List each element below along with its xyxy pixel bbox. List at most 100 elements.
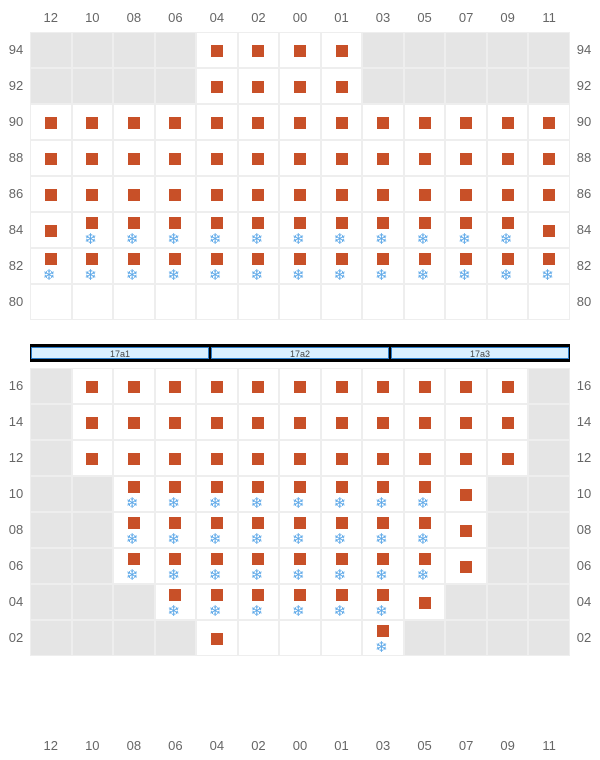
rack-cell[interactable]: ❄: [113, 548, 155, 584]
rack-cell[interactable]: [72, 404, 114, 440]
rack-cell[interactable]: [196, 176, 238, 212]
rack-cell[interactable]: [279, 104, 321, 140]
rack-cell[interactable]: ❄: [321, 584, 363, 620]
rack-cell[interactable]: [445, 368, 487, 404]
rack-cell[interactable]: [321, 284, 363, 320]
rack-cell[interactable]: [238, 620, 280, 656]
rack-cell[interactable]: [72, 104, 114, 140]
rack-cell[interactable]: ❄: [321, 476, 363, 512]
rack-cell[interactable]: [528, 176, 570, 212]
rack-cell[interactable]: [445, 440, 487, 476]
rack-cell[interactable]: [238, 284, 280, 320]
rack-cell[interactable]: [30, 212, 72, 248]
rack-cell[interactable]: [404, 284, 446, 320]
rack-cell[interactable]: [113, 440, 155, 476]
rack-cell[interactable]: [155, 140, 197, 176]
rack-cell[interactable]: ❄: [196, 584, 238, 620]
rack-cell[interactable]: [155, 284, 197, 320]
rack-cell[interactable]: ❄: [404, 212, 446, 248]
rack-cell[interactable]: ❄: [238, 248, 280, 284]
rack-cell[interactable]: [196, 104, 238, 140]
rack-cell[interactable]: ❄: [321, 212, 363, 248]
rack-cell[interactable]: [362, 140, 404, 176]
rack-cell[interactable]: ❄: [155, 476, 197, 512]
rack-cell[interactable]: ❄: [404, 476, 446, 512]
rack-cell[interactable]: ❄: [155, 548, 197, 584]
rack-cell[interactable]: ❄: [279, 212, 321, 248]
rack-cell[interactable]: [196, 284, 238, 320]
rack-cell[interactable]: [155, 104, 197, 140]
rack-cell[interactable]: [279, 404, 321, 440]
rack-cell[interactable]: ❄: [362, 212, 404, 248]
rack-cell[interactable]: ❄: [155, 212, 197, 248]
rack-cell[interactable]: [238, 368, 280, 404]
rack-cell[interactable]: [321, 620, 363, 656]
rack-cell[interactable]: [155, 404, 197, 440]
rack-cell[interactable]: ❄: [30, 248, 72, 284]
rack-cell[interactable]: [404, 404, 446, 440]
rack-cell[interactable]: [238, 404, 280, 440]
rack-cell[interactable]: ❄: [445, 248, 487, 284]
rack-cell[interactable]: ❄: [404, 512, 446, 548]
rack-cell[interactable]: [196, 140, 238, 176]
rack-cell[interactable]: ❄: [155, 248, 197, 284]
rack-cell[interactable]: [72, 368, 114, 404]
rack-cell[interactable]: [487, 440, 529, 476]
rack-cell[interactable]: [238, 68, 280, 104]
rack-cell[interactable]: ❄: [279, 584, 321, 620]
rack-cell[interactable]: ❄: [196, 212, 238, 248]
rack-cell[interactable]: [238, 140, 280, 176]
rack-cell[interactable]: [445, 284, 487, 320]
rack-cell[interactable]: [30, 176, 72, 212]
rack-cell[interactable]: ❄: [321, 548, 363, 584]
rack-cell[interactable]: [445, 404, 487, 440]
rack-cell[interactable]: [279, 368, 321, 404]
rack-cell[interactable]: ❄: [528, 248, 570, 284]
rack-cell[interactable]: ❄: [404, 548, 446, 584]
rack-cell[interactable]: [404, 584, 446, 620]
rack-cell[interactable]: [487, 104, 529, 140]
rack-cell[interactable]: [321, 176, 363, 212]
rack-cell[interactable]: [321, 440, 363, 476]
rack-cell[interactable]: [113, 140, 155, 176]
rack-cell[interactable]: ❄: [196, 248, 238, 284]
rack-cell[interactable]: [445, 176, 487, 212]
rack-cell[interactable]: [72, 440, 114, 476]
rack-cell[interactable]: [279, 284, 321, 320]
rack-cell[interactable]: [238, 104, 280, 140]
rack-cell[interactable]: [404, 368, 446, 404]
rack-cell[interactable]: ❄: [72, 248, 114, 284]
rack-cell[interactable]: [321, 404, 363, 440]
rack-cell[interactable]: [404, 440, 446, 476]
rack-cell[interactable]: [528, 212, 570, 248]
rack-cell[interactable]: [155, 440, 197, 476]
rack-cell[interactable]: ❄: [321, 512, 363, 548]
rack-cell[interactable]: ❄: [279, 512, 321, 548]
rack-cell[interactable]: [238, 32, 280, 68]
rack-cell[interactable]: ❄: [113, 212, 155, 248]
rack-cell[interactable]: [528, 284, 570, 320]
rack-cell[interactable]: ❄: [321, 248, 363, 284]
rack-cell[interactable]: [321, 68, 363, 104]
rack-cell[interactable]: [30, 104, 72, 140]
rack-cell[interactable]: [155, 176, 197, 212]
rack-cell[interactable]: [445, 512, 487, 548]
rack-cell[interactable]: [528, 104, 570, 140]
rack-cell[interactable]: [113, 104, 155, 140]
rack-cell[interactable]: [362, 104, 404, 140]
rack-cell[interactable]: [445, 140, 487, 176]
rack-cell[interactable]: [196, 404, 238, 440]
rack-cell[interactable]: [404, 140, 446, 176]
rack-cell[interactable]: ❄: [445, 212, 487, 248]
rack-cell[interactable]: [238, 440, 280, 476]
rack-cell[interactable]: ❄: [155, 512, 197, 548]
rack-cell[interactable]: ❄: [487, 248, 529, 284]
rack-cell[interactable]: [487, 368, 529, 404]
rack-cell[interactable]: ❄: [362, 584, 404, 620]
rack-cell[interactable]: [72, 176, 114, 212]
rack-cell[interactable]: [238, 176, 280, 212]
rack-cell[interactable]: ❄: [487, 212, 529, 248]
rack-cell[interactable]: [196, 368, 238, 404]
rack-cell[interactable]: [528, 140, 570, 176]
rack-cell[interactable]: ❄: [362, 476, 404, 512]
